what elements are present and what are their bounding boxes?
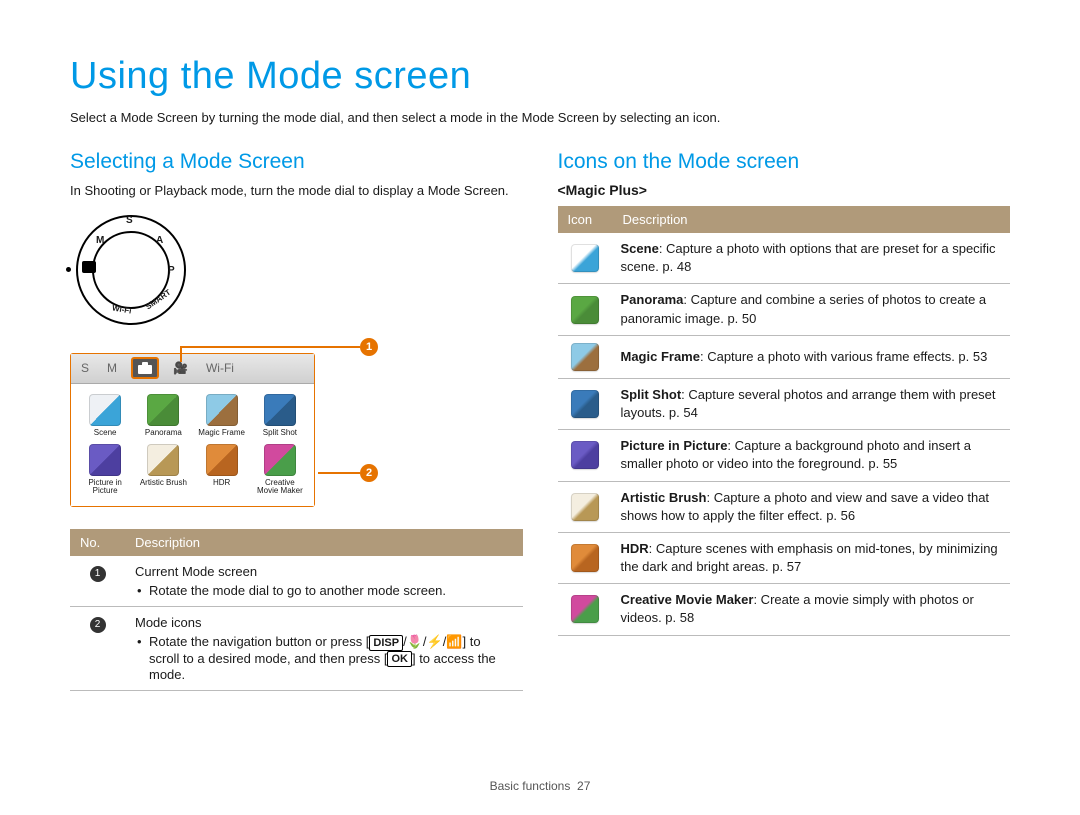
- mode-icon: [89, 394, 121, 426]
- mode-screen-mockup: S M 🎥 Wi-Fi Scene Panorama Magic Frame Spli…: [70, 353, 523, 507]
- dial-label: P: [168, 265, 175, 276]
- row-bullet: Rotate the navigation button or press [D…: [135, 634, 513, 682]
- mode-label: Panorama: [137, 429, 189, 438]
- page-intro: Select a Mode Screen by turning the mode…: [70, 110, 1010, 125]
- mode-label: HDR: [196, 479, 248, 488]
- row-title: Current Mode screen: [135, 564, 513, 579]
- mode-grid-item: Panorama: [137, 394, 189, 438]
- right-sub: <Magic Plus>: [558, 182, 1011, 198]
- mode-icon: [147, 394, 179, 426]
- row-bullet: Rotate the mode dial to go to another mo…: [135, 583, 513, 598]
- right-column: Icons on the Mode screen <Magic Plus> Ic…: [558, 150, 1011, 691]
- dial-label: SMART: [144, 287, 172, 311]
- mode-label: Picture in Picture: [79, 479, 131, 497]
- dial-label: A: [156, 235, 163, 246]
- split-shot-icon: [571, 390, 599, 418]
- th-no: No.: [70, 529, 125, 556]
- camera-icon: [82, 261, 96, 273]
- tab-camera: [131, 357, 159, 379]
- tab-m: M: [103, 359, 121, 377]
- left-description-table: No. Description 1 Current Mode screen Rota…: [70, 529, 523, 691]
- content-columns: Selecting a Mode Screen In Shooting or P…: [70, 150, 1010, 691]
- tab-wifi: Wi-Fi: [202, 359, 238, 377]
- mode-label: Magic Frame: [196, 429, 248, 438]
- tab-video: 🎥: [169, 359, 192, 377]
- scene-icon: [571, 244, 599, 272]
- picture-in-picture-icon: [571, 441, 599, 469]
- hdr-icon: [571, 544, 599, 572]
- mode-screen-tabs: S M 🎥 Wi-Fi: [71, 354, 314, 384]
- th-desc: Description: [125, 529, 523, 556]
- dial-label: S: [126, 215, 133, 226]
- icon-description: Picture in Picture: Capture a background…: [613, 430, 1011, 481]
- dial-label: Wi-Fi: [111, 303, 132, 315]
- icon-description: Split Shot: Capture several photos and a…: [613, 378, 1011, 429]
- mode-label: Creative Movie Maker: [254, 479, 306, 497]
- row-number-badge: 1: [90, 566, 106, 582]
- mode-icon: [206, 444, 238, 476]
- creative-movie-maker-icon: [571, 595, 599, 623]
- mode-grid-item: Picture in Picture: [79, 444, 131, 497]
- row-title: Mode icons: [135, 615, 513, 630]
- left-column: Selecting a Mode Screen In Shooting or P…: [70, 150, 523, 691]
- right-heading: Icons on the Mode screen: [558, 150, 1011, 174]
- mode-icon: [147, 444, 179, 476]
- mode-grid-item: Scene: [79, 394, 131, 438]
- icon-description: Panorama: Capture and combine a series o…: [613, 284, 1011, 335]
- icon-description-table: Icon Description Scene: Capture a photo …: [558, 206, 1011, 636]
- mode-grid-item: HDR: [196, 444, 248, 497]
- mode-grid-item: Artistic Brush: [137, 444, 189, 497]
- mode-icon: [206, 394, 238, 426]
- th-desc: Description: [613, 206, 1011, 233]
- callout-2: 2: [360, 463, 378, 482]
- mode-label: Scene: [79, 429, 131, 438]
- mode-grid-item: Split Shot: [254, 394, 306, 438]
- left-heading: Selecting a Mode Screen: [70, 150, 523, 174]
- page-footer: Basic functions 27: [0, 779, 1080, 793]
- tab-s: S: [77, 359, 93, 377]
- mode-label: Artistic Brush: [137, 479, 189, 488]
- artistic-brush-icon: [571, 493, 599, 521]
- th-icon: Icon: [558, 206, 613, 233]
- dial-label: M: [96, 235, 104, 246]
- mode-icon: [89, 444, 121, 476]
- mode-dial-illustration: S A P SMART Wi-Fi M: [76, 215, 186, 325]
- mode-grid-item: Creative Movie Maker: [254, 444, 306, 497]
- icon-description: Magic Frame: Capture a photo with variou…: [613, 335, 1011, 378]
- mode-icon: [264, 394, 296, 426]
- icon-description: Artistic Brush: Capture a photo and view…: [613, 481, 1011, 532]
- row-number-badge: 2: [90, 617, 106, 633]
- mode-icon: [264, 444, 296, 476]
- left-body: In Shooting or Playback mode, turn the m…: [70, 182, 523, 201]
- mode-label: Split Shot: [254, 429, 306, 438]
- magic-frame-icon: [571, 343, 599, 371]
- mode-grid-item: Magic Frame: [196, 394, 248, 438]
- icon-description: HDR: Capture scenes with emphasis on mid…: [613, 532, 1011, 583]
- icon-description: Creative Movie Maker: Create a movie sim…: [613, 584, 1011, 635]
- callout-1: 1: [360, 337, 378, 356]
- mode-screen-grid: Scene Panorama Magic Frame Split Shot Pictur…: [71, 384, 314, 506]
- panorama-icon: [571, 296, 599, 324]
- page-title: Using the Mode screen: [70, 55, 1010, 98]
- icon-description: Scene: Capture a photo with options that…: [613, 233, 1011, 284]
